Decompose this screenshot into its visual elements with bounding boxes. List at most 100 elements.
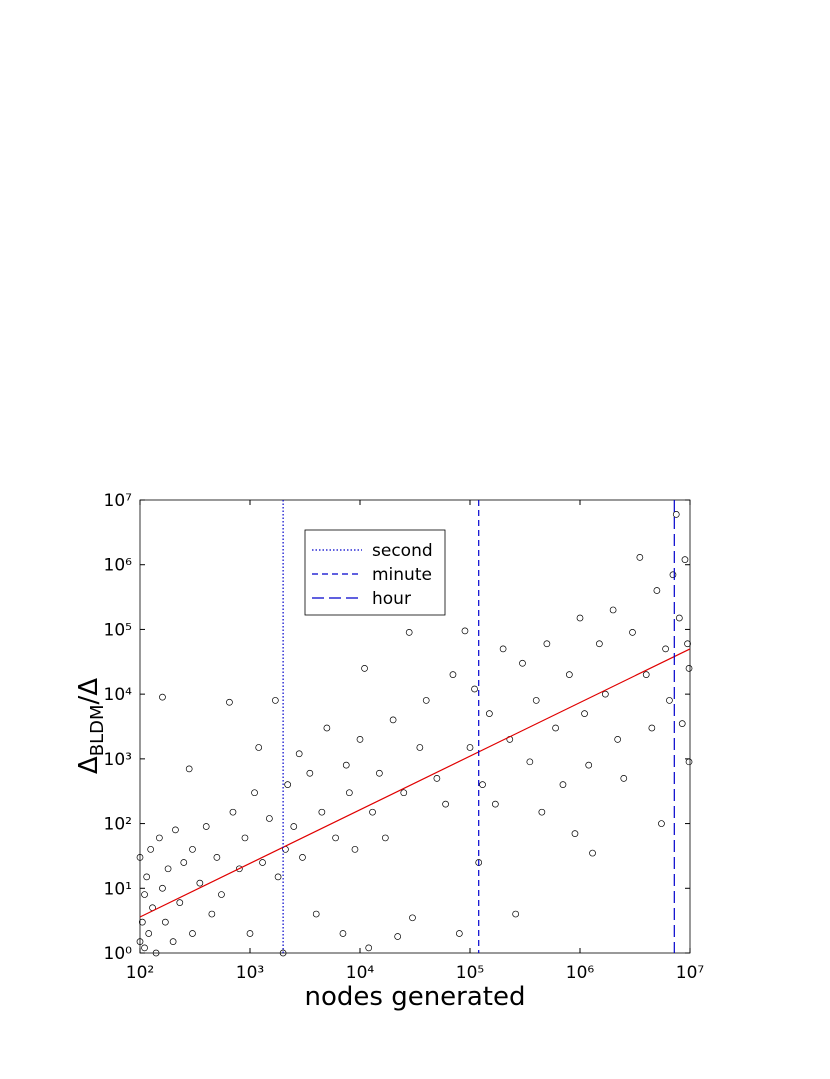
plot-frame [139, 499, 691, 954]
point [449, 671, 457, 679]
point [636, 553, 644, 561]
point [601, 690, 609, 698]
point [299, 854, 306, 861]
point [246, 930, 254, 937]
point [559, 781, 567, 788]
point [312, 910, 320, 918]
point [318, 808, 326, 816]
point [672, 511, 680, 518]
point [455, 930, 463, 937]
point [532, 697, 540, 704]
point [290, 823, 298, 830]
point [147, 845, 155, 853]
point [576, 614, 584, 622]
x-tick-label: 10³ [236, 963, 264, 983]
point [543, 640, 551, 648]
point [389, 716, 397, 724]
y-tick-label: 10¹ [104, 879, 132, 899]
point [552, 724, 559, 732]
point [229, 808, 237, 816]
point [684, 640, 691, 648]
point [376, 769, 383, 777]
point [526, 758, 534, 766]
point [152, 949, 160, 957]
point [156, 834, 163, 842]
point [369, 808, 376, 816]
point [284, 781, 292, 788]
x-axis-label: nodes generated [305, 982, 526, 1012]
point [159, 693, 166, 701]
point [218, 891, 225, 898]
point [323, 724, 331, 732]
point [138, 918, 146, 926]
point [241, 834, 249, 842]
point [255, 744, 263, 751]
point [669, 571, 677, 579]
point [141, 944, 148, 952]
point [365, 944, 373, 952]
point [581, 710, 588, 717]
point [202, 823, 210, 830]
y-axis-label: ΔBLDM/Δ [74, 678, 108, 774]
point [614, 736, 622, 743]
point [681, 556, 689, 563]
point [381, 834, 389, 842]
point [208, 910, 216, 918]
point [274, 873, 282, 881]
point [466, 744, 474, 751]
point [620, 774, 628, 782]
x-tick-label: 10⁶ [566, 963, 595, 983]
point [345, 789, 353, 797]
point [295, 750, 303, 758]
point [519, 659, 526, 667]
legend-label: minute [372, 565, 432, 585]
y-tick-label: 10² [104, 815, 132, 835]
point [213, 854, 221, 861]
point [678, 720, 686, 727]
point [512, 910, 519, 918]
point [571, 830, 579, 837]
point [164, 865, 172, 873]
point [351, 845, 359, 853]
point [235, 865, 243, 873]
point [585, 761, 593, 769]
point [589, 849, 596, 857]
y-tick-label: 10⁴ [104, 685, 133, 705]
point [642, 671, 650, 679]
point [416, 744, 424, 751]
point [266, 815, 273, 822]
point [172, 826, 179, 834]
point [662, 645, 669, 653]
fit-line [139, 648, 691, 918]
point [471, 685, 478, 693]
legend [304, 529, 446, 616]
point [306, 769, 314, 777]
point [565, 671, 573, 679]
point [332, 834, 339, 842]
y-label-part: Δ [74, 756, 104, 774]
point [141, 891, 148, 898]
x-tick-label: 10⁷ [676, 963, 705, 983]
point [648, 724, 656, 732]
point [196, 879, 204, 887]
point [145, 930, 153, 937]
y-label-sub: BLDM [87, 704, 108, 756]
point [180, 859, 188, 866]
point [356, 736, 364, 743]
y-tick-label: 10⁰ [104, 944, 133, 964]
point [185, 765, 193, 773]
point [394, 933, 402, 940]
point [361, 665, 368, 672]
y-tick-label: 10⁵ [104, 620, 132, 640]
legend-label: second [372, 541, 433, 561]
y-tick-label: 10⁷ [104, 491, 133, 511]
point [339, 930, 347, 937]
legend-label: hour [372, 589, 411, 609]
point [409, 914, 416, 922]
point [658, 820, 665, 827]
point [161, 918, 169, 926]
point [143, 873, 151, 881]
point [479, 781, 486, 788]
point [609, 606, 617, 614]
